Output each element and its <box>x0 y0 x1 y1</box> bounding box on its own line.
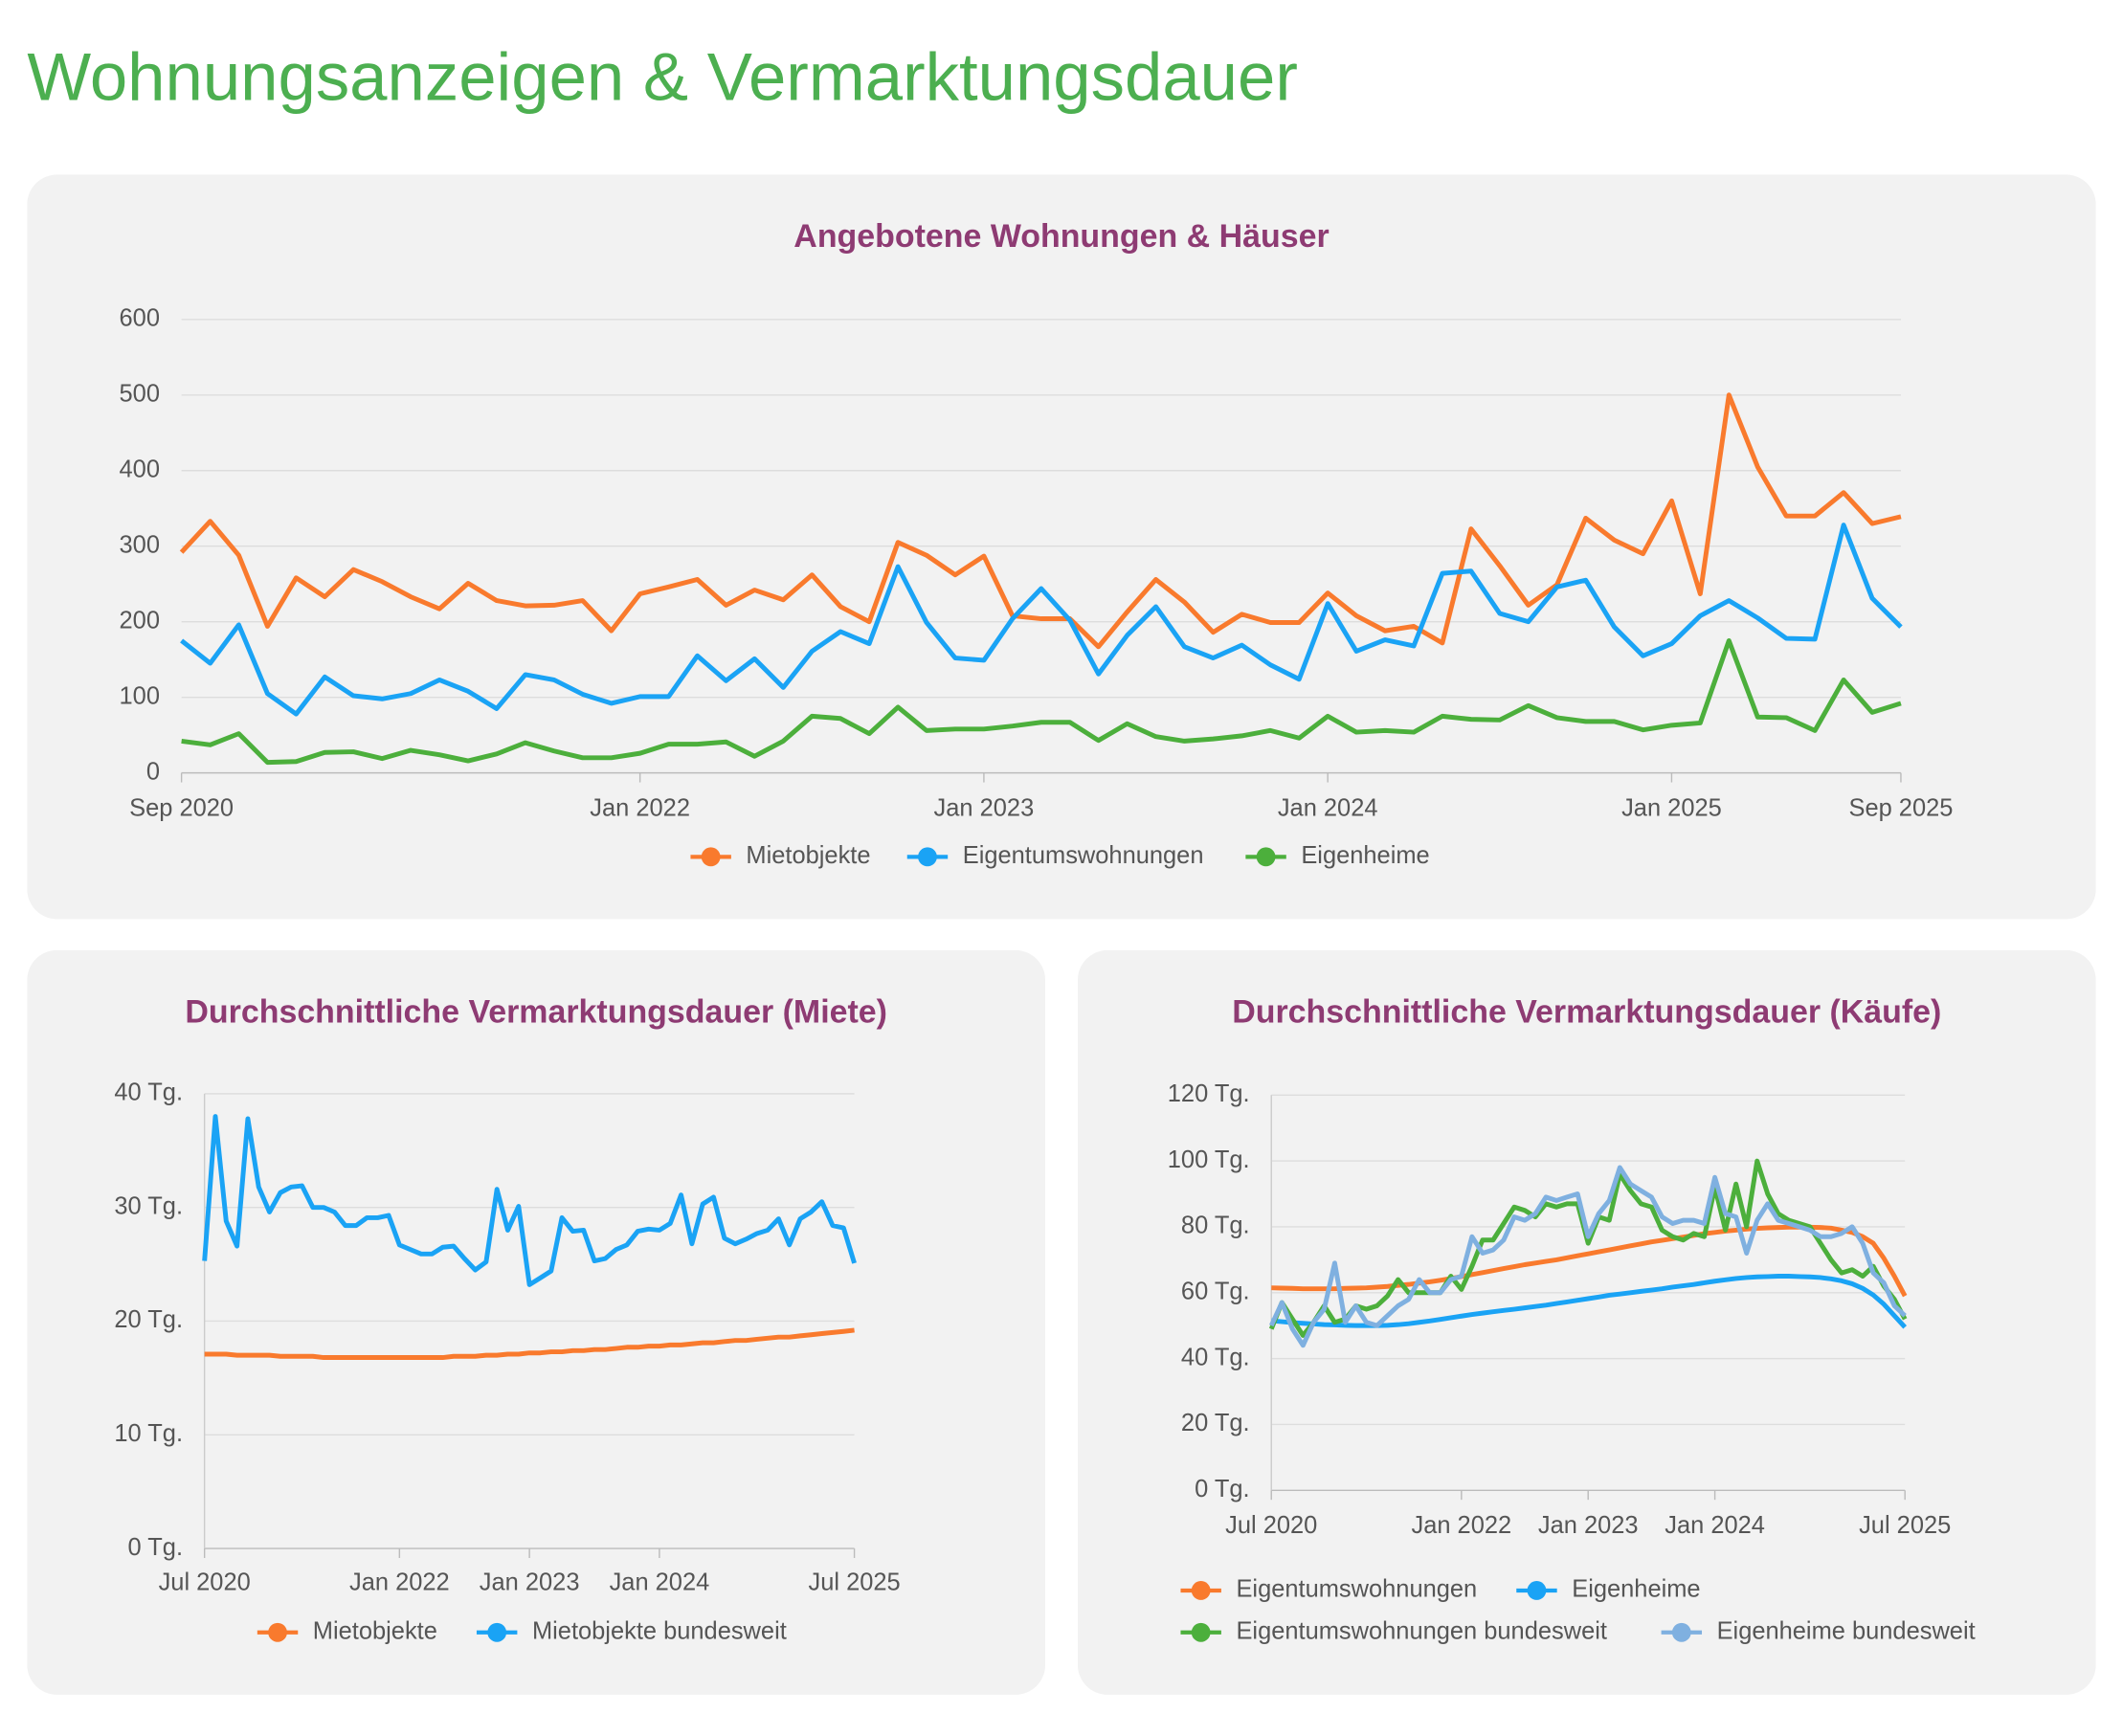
legend-label: Eigenheime bundesweit <box>1717 1618 1976 1645</box>
y-tick-label: 60 Tg. <box>1181 1278 1250 1304</box>
y-tick-label: 0 Tg. <box>128 1534 184 1561</box>
legend-marker <box>1527 1581 1547 1600</box>
x-tick-label: Jan 2024 <box>610 1569 710 1596</box>
y-tick-label: 20 Tg. <box>114 1306 183 1333</box>
x-tick-label: Jan 2024 <box>1278 795 1378 822</box>
y-tick-label: 100 Tg. <box>1168 1146 1250 1173</box>
legend-label: Mietobjekte bundesweit <box>532 1618 787 1645</box>
x-tick-label: Jul 2025 <box>808 1569 900 1596</box>
y-tick-label: 300 <box>120 531 160 558</box>
y-tick-label: 0 <box>146 758 160 785</box>
x-tick-label: Jan 2022 <box>590 795 690 822</box>
y-tick-label: 40 Tg. <box>1181 1344 1250 1370</box>
x-tick-label: Jan 2024 <box>1665 1512 1765 1539</box>
legend-marker <box>918 847 937 867</box>
legend-marker <box>487 1622 507 1642</box>
series-line <box>1268 1165 1907 1348</box>
x-tick-label: Jan 2025 <box>1621 795 1722 822</box>
series-line <box>180 523 1903 717</box>
series-line <box>179 392 1902 650</box>
legend-label: Eigenheime <box>1572 1576 1700 1603</box>
y-tick-label: 10 Tg. <box>114 1420 183 1447</box>
y-tick-label: 0 Tg. <box>1195 1476 1250 1502</box>
x-tick-label: Jan 2023 <box>1538 1512 1639 1539</box>
chart-title: Angebotene Wohnungen & Häuser <box>793 218 1329 255</box>
series-line <box>181 637 1902 766</box>
x-tick-label: Jan 2023 <box>934 795 1035 822</box>
legend-label: Mietobjekte <box>746 842 870 869</box>
legend-marker <box>1191 1622 1211 1642</box>
x-tick-label: Jan 2022 <box>349 1569 450 1596</box>
page-title: Wohnungsanzeigen & Vermarktungsdauer <box>27 39 1298 115</box>
legend-marker <box>268 1622 287 1642</box>
x-tick-label: Jul 2025 <box>1859 1512 1951 1539</box>
x-tick-label: Sep 2025 <box>1848 795 1953 822</box>
legend-label: Eigentumswohnungen <box>963 842 1204 869</box>
legend-marker <box>1256 847 1276 867</box>
y-tick-label: 30 Tg. <box>114 1192 183 1219</box>
x-tick-label: Jul 2020 <box>159 1569 251 1596</box>
legend-label: Eigentumswohnungen bundesweit <box>1236 1618 1607 1645</box>
y-tick-label: 600 <box>120 305 160 332</box>
y-tick-label: 400 <box>120 456 160 482</box>
legend-marker <box>1191 1581 1211 1600</box>
legend-label: Mietobjekte <box>313 1618 437 1645</box>
y-tick-label: 100 <box>120 682 160 709</box>
y-tick-label: 200 <box>120 607 160 634</box>
x-tick-label: Jul 2020 <box>1225 1512 1317 1539</box>
legend-label: Eigenheime <box>1301 842 1429 869</box>
panel <box>1077 949 2096 1695</box>
x-tick-label: Jan 2022 <box>1411 1512 1511 1539</box>
y-tick-label: 80 Tg. <box>1181 1213 1250 1239</box>
series-line <box>1268 1158 1908 1338</box>
y-tick-label: 40 Tg. <box>114 1079 183 1106</box>
legend-marker <box>701 847 721 867</box>
legend-label: Eigentumswohnungen <box>1236 1576 1477 1603</box>
chart-title: Durchschnittliche Vermarktungsdauer (Käu… <box>1232 993 1941 1030</box>
y-tick-label: 20 Tg. <box>1181 1410 1250 1436</box>
x-tick-label: Sep 2020 <box>129 795 234 822</box>
x-tick-label: Jan 2023 <box>480 1569 580 1596</box>
series-line <box>202 1114 857 1287</box>
series-line <box>204 1327 855 1361</box>
panel <box>27 949 1046 1695</box>
chart-title: Durchschnittliche Vermarktungsdauer (Mie… <box>185 993 887 1030</box>
y-tick-label: 120 Tg. <box>1168 1080 1250 1107</box>
legend-marker <box>1671 1622 1691 1642</box>
y-tick-label: 500 <box>120 380 160 407</box>
